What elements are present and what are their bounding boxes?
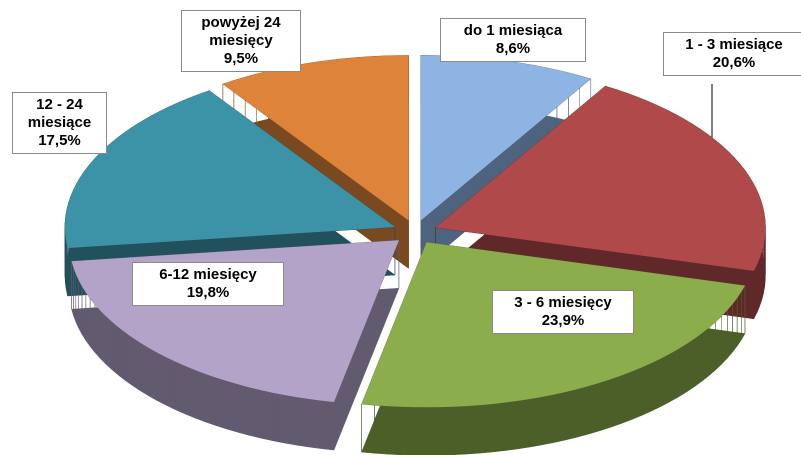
category-label: powyżej 24 miesięcy [201,14,281,49]
value-label: 23,9% [541,312,585,329]
category-label: 3 - 6 miesięcy [514,294,612,311]
value-label: 19,8% [186,284,230,301]
value-label: 8,6% [495,40,531,57]
slice [435,86,766,271]
value-label: 9,5% [223,50,259,67]
data-label: 1 - 3 miesiące 20,6% [663,32,801,76]
data-label: 12 - 24 miesiące 17,5% [12,92,107,154]
slice [222,55,409,221]
data-label: 3 - 6 miesięcy 23,9% [492,290,634,334]
category-label: 12 - 24 miesiące [27,96,92,131]
category-label: do 1 miesiąca [463,22,563,39]
slice [64,90,395,248]
data-label: do 1 miesiąca 8,6% [440,18,586,62]
value-label: 20,6% [712,54,756,71]
category-label: 1 - 3 miesiące [685,36,783,53]
data-label: 6-12 miesięcy 19,8% [132,262,284,306]
value-label: 17,5% [38,132,81,149]
data-label: powyżej 24 miesięcy 9,5% [181,10,301,72]
category-label: 6-12 miesięcy [159,266,257,283]
slice [420,55,591,221]
